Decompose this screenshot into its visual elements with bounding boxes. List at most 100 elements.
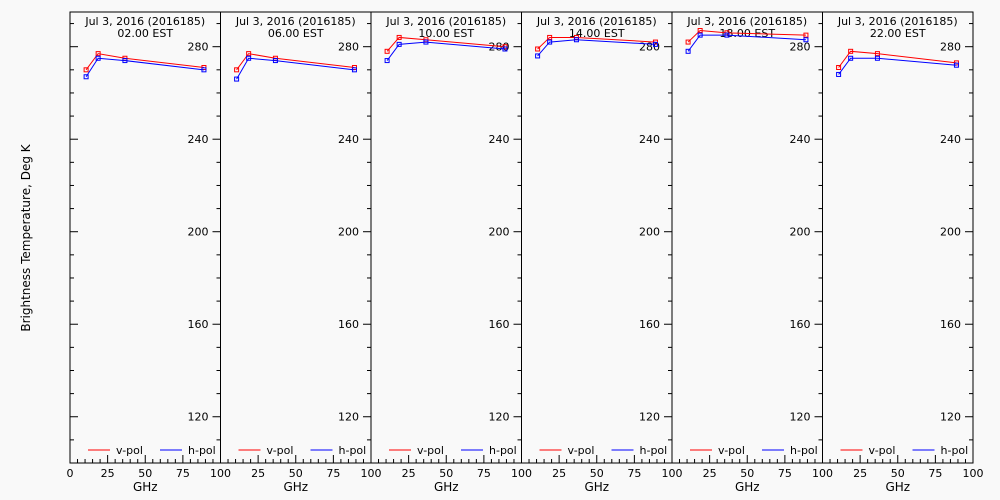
x-tick-label: 50 (138, 467, 152, 480)
y-tick-label: 280 (338, 41, 359, 54)
y-tick-label: 120 (790, 411, 811, 424)
y-tick-label: 240 (489, 133, 510, 146)
x-tick-label: 0 (67, 467, 74, 480)
legend-label-h-pol: h-pol (640, 444, 668, 457)
x-tick-label: 25 (703, 467, 717, 480)
x-axis-label: GHz (735, 480, 760, 494)
y-tick-label: 120 (489, 411, 510, 424)
y-tick-label: 240 (790, 133, 811, 146)
panel-time: 14.00 EST (569, 27, 625, 40)
series-line-v-pol (838, 50, 957, 68)
y-tick-label: 240 (188, 133, 209, 146)
data-point-h-pol (685, 48, 691, 54)
data-point-h-pol (351, 67, 357, 73)
data-point-h-pol (83, 74, 89, 80)
y-tick-label: 200 (188, 226, 209, 239)
panel-6: Jul 3, 2016 (2016185)22.00 EST 120 160 200 2… (822, 11, 984, 494)
data-point-h-pol (836, 71, 842, 77)
y-tick-label: 200 (489, 226, 510, 239)
x-tick-label: 50 (740, 467, 754, 480)
series-line-v-pol (85, 53, 205, 71)
x-tick-label: 100 (662, 467, 683, 480)
data-point-v-pol (836, 65, 842, 71)
y-tick-label: 120 (188, 411, 209, 424)
panel-time: 10.00 EST (418, 27, 474, 40)
x-tick-label: 100 (812, 467, 833, 480)
y-tick-label: 280 (790, 41, 811, 54)
data-point-h-pol (423, 39, 429, 45)
data-point-h-pol (803, 37, 809, 43)
x-tick-label: 75 (627, 467, 641, 480)
panel-date: Jul 3, 2016 (2016185) (385, 15, 506, 28)
y-tick-label: 120 (338, 411, 359, 424)
data-point-v-pol (547, 34, 553, 40)
panel-date: Jul 3, 2016 (2016185) (686, 15, 807, 28)
x-axis-label: GHz (584, 480, 609, 494)
data-point-h-pol (724, 32, 730, 38)
y-tick-label: 280 (188, 41, 209, 54)
x-tick-label: 25 (101, 467, 115, 480)
series-line-h-pol (85, 57, 205, 78)
panel-2: Jul 3, 2016 (2016185)06.00 EST 120 160 200 2… (220, 11, 382, 494)
data-point-v-pol (83, 67, 89, 73)
data-point-v-pol (396, 34, 402, 40)
legend-label-v-pol: v-pol (869, 444, 896, 457)
series-line-v-pol (687, 29, 806, 43)
data-point-v-pol (384, 48, 390, 54)
x-tick-label: 75 (778, 467, 792, 480)
x-axis-label: GHz (133, 480, 158, 494)
data-point-h-pol (535, 53, 541, 59)
x-axis-label: GHz (283, 480, 308, 494)
series-line-v-pol (537, 36, 656, 50)
y-tick-label: 120 (940, 411, 961, 424)
panel-time: 06.00 EST (268, 27, 324, 40)
y-tick-label: 280 (489, 41, 510, 54)
data-point-h-pol (95, 55, 101, 61)
x-axis-label: GHz (885, 480, 910, 494)
y-tick-label: 240 (639, 133, 660, 146)
data-point-h-pol (573, 37, 579, 43)
y-tick-label: 200 (940, 226, 961, 239)
series-line-v-pol (386, 36, 505, 52)
y-tick-label: 160 (940, 318, 961, 331)
x-tick-label: 75 (326, 467, 340, 480)
y-tick-label: 200 (790, 226, 811, 239)
y-tick-label: 160 (790, 318, 811, 331)
x-tick-label: 75 (477, 467, 491, 480)
y-tick-label: 120 (639, 411, 660, 424)
series-line-h-pol (236, 57, 355, 80)
x-tick-label: 25 (251, 467, 265, 480)
panel-1: Jul 3, 2016 (2016185)02.00 EST 120 160 200 2… (67, 11, 231, 494)
data-point-v-pol (803, 32, 809, 38)
legend-label-v-pol: v-pol (267, 444, 294, 457)
panel-4: Jul 3, 2016 (2016185)14.00 EST 120 160 200 2… (521, 11, 683, 494)
data-point-h-pol (201, 67, 207, 73)
data-point-v-pol (848, 48, 854, 54)
x-tick-label: 50 (439, 467, 453, 480)
panel-5: Jul 3, 2016 (2016185)18.00 EST1201602002… (671, 11, 833, 494)
x-tick-label: 50 (590, 467, 604, 480)
y-tick-label: 160 (489, 318, 510, 331)
y-tick-label: 160 (188, 318, 209, 331)
series-line-h-pol (687, 34, 806, 52)
y-tick-label: 280 (940, 41, 961, 54)
panel-time: 02.00 EST (117, 27, 173, 40)
legend-label-v-pol: v-pol (568, 444, 595, 457)
y-tick-label: 160 (639, 318, 660, 331)
y-tick-label: 200 (639, 226, 660, 239)
panel-date: Jul 3, 2016 (2016185) (536, 15, 657, 28)
panel-date: Jul 3, 2016 (2016185) (84, 15, 205, 28)
data-point-v-pol (685, 39, 691, 45)
x-tick-label: 100 (511, 467, 532, 480)
data-point-h-pol (848, 55, 854, 61)
series-line-h-pol (537, 39, 656, 57)
x-tick-label: 25 (853, 467, 867, 480)
legend-label-h-pol: h-pol (188, 444, 216, 457)
data-point-h-pol (502, 46, 508, 52)
data-point-h-pol (652, 41, 658, 47)
x-tick-label: 100 (963, 467, 984, 480)
data-point-v-pol (874, 51, 880, 57)
x-tick-label: 100 (361, 467, 382, 480)
series-line-h-pol (838, 57, 957, 75)
